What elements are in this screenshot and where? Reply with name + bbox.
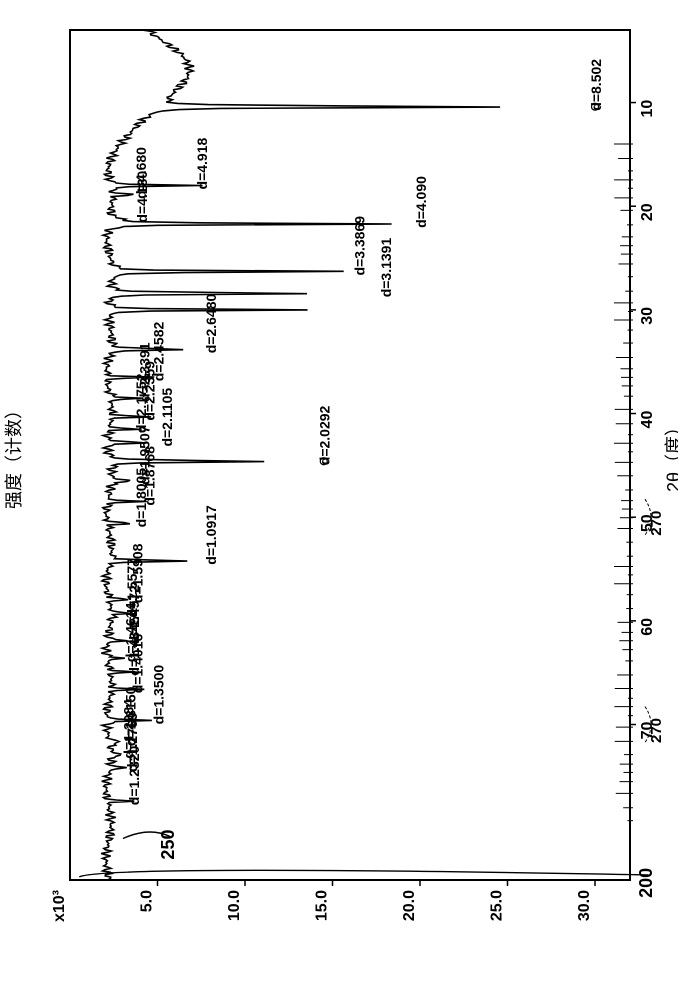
intensity-axis-label: 强度（计数） — [4, 401, 24, 509]
peak-label: d=3.3869 — [352, 216, 368, 276]
xrd-figure: 5.010.015.020.025.030.0x10³1020304050607… — [0, 0, 678, 1000]
peak-label: d=1.4016 — [130, 634, 146, 694]
peak-label: d=1.2320 — [126, 745, 142, 805]
peak-label: d=2.6480 — [203, 294, 219, 354]
x-exp-label: x10³ — [51, 890, 68, 922]
peak-label: d=1.3500 — [151, 665, 167, 725]
peak-label: d=4.090 — [413, 176, 429, 228]
x-tick-label: 20.0 — [401, 890, 418, 921]
x-tick-label: 10.0 — [226, 890, 243, 921]
ref-annot: 270 — [648, 511, 665, 536]
peak-label: d=2.0292 — [317, 405, 333, 465]
y-tick-label: 20 — [639, 203, 656, 221]
peak-label: d=4.918 — [194, 138, 210, 190]
y-tick-label: 60 — [639, 618, 656, 636]
x-tick-label: 15.0 — [314, 890, 331, 921]
peak-label: d=4.180 — [134, 171, 150, 223]
peak-label: d=8.502 — [588, 59, 604, 111]
two-theta-axis-label: 2θ（度） — [664, 418, 678, 492]
y-tick-label: 40 — [639, 411, 656, 429]
callout-leader — [79, 870, 648, 877]
x-tick-label: 30.0 — [576, 890, 593, 921]
peak-label: d=2.1105 — [159, 388, 175, 447]
x-tick-label: 5.0 — [139, 890, 156, 912]
ref-annot: 270 — [648, 718, 665, 743]
y-tick-label: 30 — [639, 307, 656, 325]
peak-label: d=3.1391 — [378, 238, 394, 298]
callout-label: 200 — [636, 868, 656, 898]
peak-label: d=1.0917 — [203, 505, 219, 565]
peak-label: d=1.8005 — [133, 468, 149, 528]
x-tick-label: 25.0 — [489, 890, 506, 921]
diffractogram-trace — [101, 30, 500, 880]
y-tick-label: 10 — [639, 100, 656, 118]
peak-label: d=2.1752 — [133, 373, 149, 433]
callout-label: 250 — [158, 830, 178, 860]
